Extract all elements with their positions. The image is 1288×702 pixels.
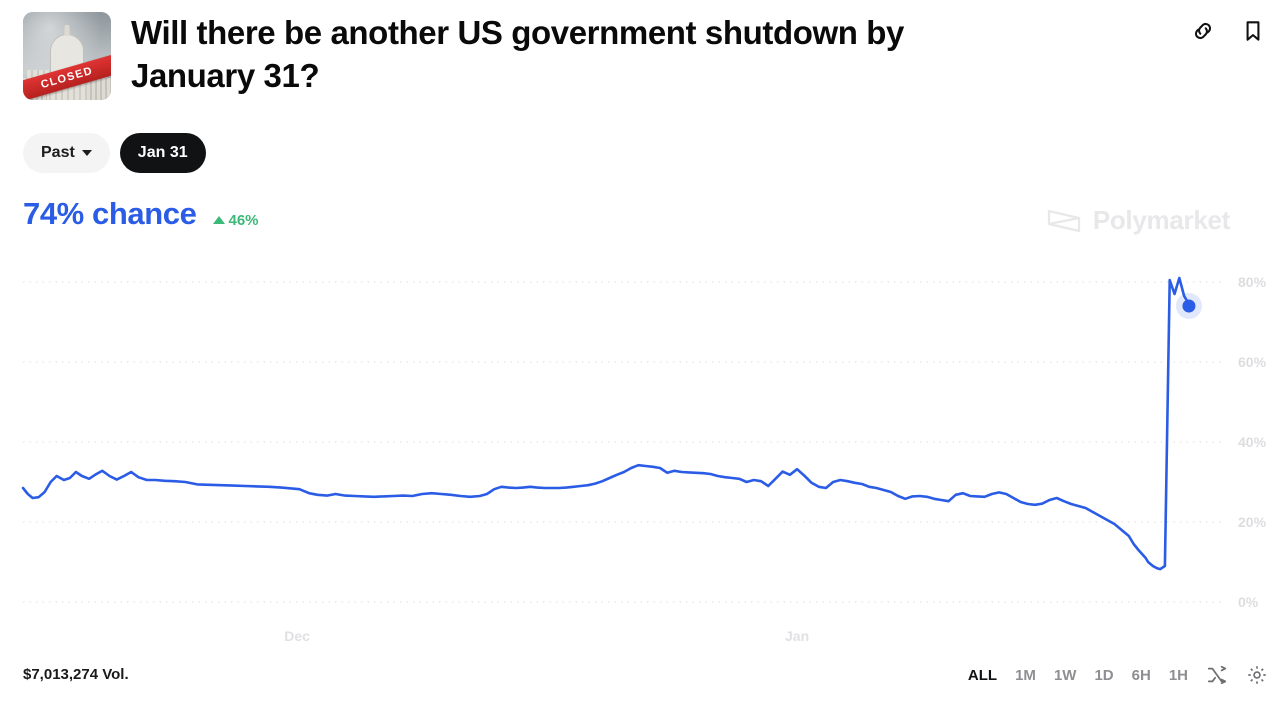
date-tab-jan31[interactable]: Jan 31	[119, 133, 206, 173]
y-axis-tick-label: 20%	[1238, 514, 1267, 530]
time-range-1d[interactable]: 1D	[1094, 666, 1114, 684]
chart-gridlines	[23, 281, 1225, 603]
y-axis-tick-label: 60%	[1238, 354, 1267, 370]
probability-summary: 74% chance 46%	[23, 196, 259, 232]
chance-value: 74% chance	[23, 196, 197, 231]
bookmark-icon[interactable]	[1240, 18, 1266, 44]
x-axis-tick-label: Dec	[284, 628, 310, 644]
page-title: Will there be another US government shut…	[131, 14, 904, 94]
capitol-right-wing	[87, 78, 111, 100]
gear-icon[interactable]	[1246, 664, 1268, 686]
chart-y-axis: 0% 20% 40% 60% 80%	[1238, 258, 1288, 618]
chevron-down-icon	[81, 150, 92, 156]
market-header: CLOSED Will there be another US governme…	[23, 12, 1268, 100]
y-axis-tick-label: 80%	[1238, 274, 1267, 290]
time-range-selector: ALL 1M 1W 1D 6H 1H	[968, 664, 1268, 686]
chart-line-series-yes	[21, 276, 1191, 571]
header-actions	[1190, 18, 1266, 44]
polymarket-logo-icon	[1047, 209, 1080, 232]
chance-delta-value: 46%	[228, 211, 259, 229]
y-axis-tick-label: 0%	[1238, 594, 1259, 610]
chart-footer: $7,013,274 Vol. ALL 1M 1W 1D 6H 1H	[0, 656, 1288, 702]
polymarket-watermark: Polymarket	[1047, 205, 1230, 236]
chart-endpoint-dot	[1182, 299, 1196, 313]
chart-x-axis: Dec Jan	[0, 618, 1288, 648]
past-dropdown-label: Past	[41, 144, 75, 161]
price-chart[interactable]: 0% 20% 40% 60% 80% Dec Jan	[0, 258, 1288, 644]
time-range-all[interactable]: ALL	[967, 666, 998, 684]
shuffle-icon[interactable]	[1206, 664, 1228, 686]
x-axis-tick-label: Jan	[785, 628, 810, 644]
time-range-1w[interactable]: 1W	[1053, 666, 1077, 684]
y-axis-tick-label: 40%	[1238, 434, 1267, 450]
time-range-6h[interactable]: 6H	[1131, 666, 1151, 684]
time-range-1h[interactable]: 1H	[1168, 666, 1188, 684]
market-filter-pills: Past Jan 31	[23, 133, 206, 173]
market-thumbnail: CLOSED	[23, 12, 111, 100]
time-range-1m[interactable]: 1M	[1015, 666, 1036, 684]
polymarket-watermark-text: Polymarket	[1092, 205, 1230, 235]
triangle-up-icon	[212, 216, 225, 224]
chance-delta: 46%	[212, 211, 259, 229]
volume-label: $7,013,274 Vol.	[23, 666, 129, 683]
link-icon[interactable]	[1190, 18, 1216, 44]
past-dropdown-button[interactable]: Past	[23, 133, 110, 173]
chart-canvas	[21, 276, 1225, 603]
